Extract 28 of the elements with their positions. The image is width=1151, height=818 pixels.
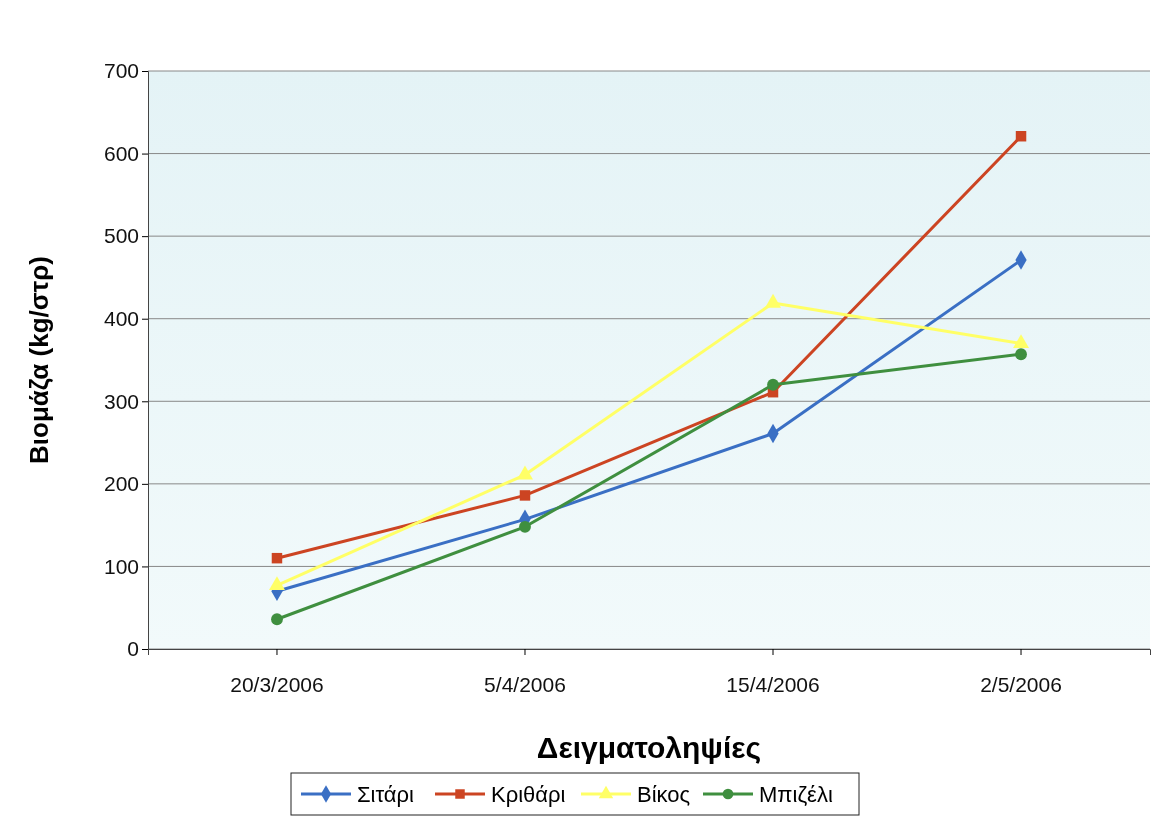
x-tick-label: 5/4/2006 — [484, 672, 566, 696]
y-tick-label: 400 — [103, 306, 139, 330]
y-tick-label: 500 — [103, 224, 139, 248]
point — [519, 490, 531, 501]
y-tick-label: 300 — [103, 389, 139, 413]
y-tick-label: 100 — [103, 554, 139, 578]
point — [271, 552, 283, 564]
point — [1013, 334, 1029, 349]
point — [767, 378, 779, 391]
x-tick-label: 20/3/2006 — [230, 672, 324, 696]
point — [271, 613, 283, 626]
point — [1015, 130, 1027, 142]
x-tick-label: 15/4/2006 — [726, 672, 820, 696]
legend-label: Κριθάρι — [491, 782, 566, 807]
point — [517, 465, 533, 480]
y-tick-label: 700 — [103, 59, 139, 83]
legend-label: Μπιζέλι — [759, 782, 833, 807]
y-tick-label: 200 — [103, 472, 139, 496]
legend-label: Σιτάρι — [357, 782, 415, 807]
point — [269, 576, 285, 591]
legend-label: Βίκος — [637, 782, 691, 807]
point — [519, 520, 531, 533]
y-axis-title: Βιομάζα (kg/στρ) — [24, 256, 54, 464]
point — [1015, 348, 1027, 361]
y-tick-label: 0 — [127, 637, 139, 661]
x-tick-label: 2/5/2006 — [980, 672, 1062, 696]
y-tick-label: 600 — [103, 141, 139, 165]
x-axis-title: Δειγματοληψίες — [536, 731, 762, 764]
